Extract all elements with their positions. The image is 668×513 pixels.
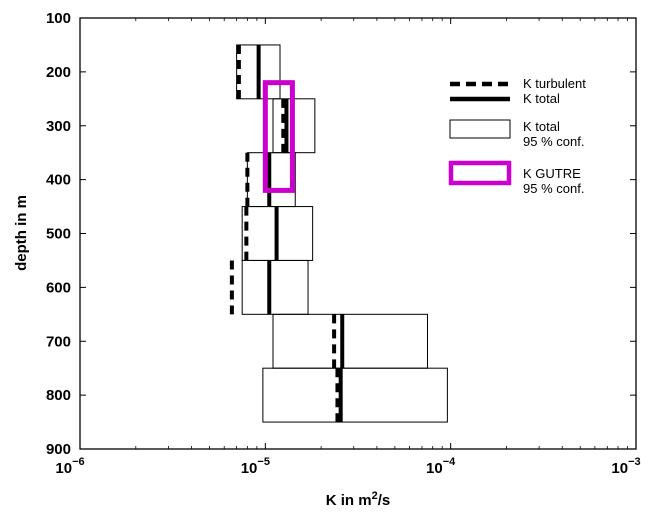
x-tick-exp-2: −4 [443,456,456,468]
legend-label-gutre-line1: K GUTRE [523,166,581,181]
x-tick-exp-0: −6 [72,456,85,468]
x-axis-label-main: K in m [326,492,372,509]
gutre-confidence-box [262,80,295,193]
x-tick-base-3: 10 [611,460,628,477]
x-tick-base-1: 10 [241,460,258,477]
x-tick-label-0: 10−6 [55,456,84,477]
y-tick-label-6: 700 [46,333,71,350]
legend-label-k-turbulent: K turbulent [523,76,586,91]
x-tick-exp-1: −5 [257,456,270,468]
legend-gutre-symbol [448,160,512,186]
ci-box-2 [246,152,296,208]
legend-label-k-total: K total [523,91,560,106]
ci-box-4 [241,259,309,315]
legend-label-gutre-line2: 95 % conf. [523,181,584,196]
x-axis-label-suffix: /s [378,492,391,509]
x-tick-label-1: 10−5 [241,456,270,477]
ticks [79,17,637,450]
gutre-box-layer [262,80,295,193]
x-tick-base-0: 10 [55,460,72,477]
y-tick-label-5: 600 [46,279,71,296]
x-axis-label-sup: 2 [372,490,378,502]
k-lines [229,44,345,423]
y-tick-label-2: 300 [46,118,71,135]
y-tick-label-0: 100 [46,10,71,27]
legend-label-box-line2: 95 % conf. [523,134,584,149]
y-tick-label-7: 800 [46,387,71,404]
y-tick-label-4: 500 [46,226,71,243]
x-tick-label-3: 10−3 [611,456,640,477]
x-tick-base-2: 10 [426,460,443,477]
ci-box-6 [262,367,448,423]
x-axis-label: K in m2/s [326,490,390,509]
legend-label-box-line1: K total [523,119,560,134]
legend-box-symbol [449,119,511,139]
ci-box-5 [272,313,429,369]
y-tick-label-8: 900 [46,441,71,458]
y-tick-label-3: 400 [46,172,71,189]
y-axis-label: depth in m [13,195,30,271]
legend: K turbulent K total K total 95 % conf. K… [448,76,586,196]
x-tick-label-2: 10−4 [426,456,456,477]
y-tick-label-1: 200 [46,64,71,81]
x-tick-exp-3: −3 [628,456,641,468]
y-tick-labels: 100 200 300 400 500 600 700 800 900 [46,10,71,458]
x-tick-labels: 10−6 10−5 10−4 10−3 [55,456,640,477]
